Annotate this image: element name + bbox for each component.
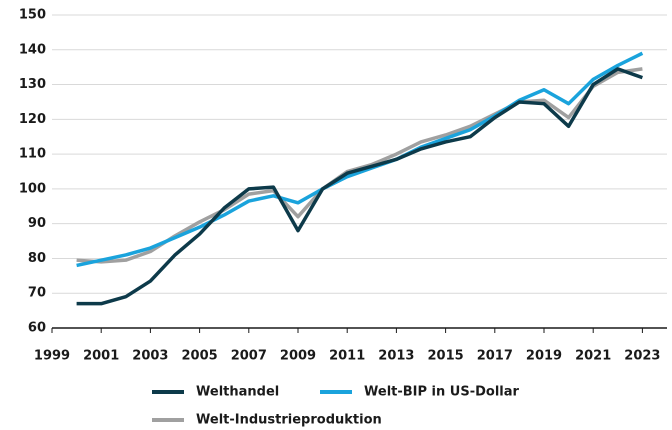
x-tick-label: 2017 [477,349,513,364]
x-tick-label: 2019 [526,349,562,364]
x-tick-label: 2005 [182,349,218,364]
y-tick-label: 60 [28,321,46,336]
y-tick-label: 120 [19,112,46,127]
legend-label: Welt-BIP in US-Dollar [364,385,520,400]
x-tick-label: 2001 [83,349,119,364]
legend-label: Welt-Industrieproduktion [196,413,382,428]
x-tick-label: 2023 [624,349,660,364]
y-tick-label: 80 [28,251,46,266]
x-tick-label: 2011 [329,349,365,364]
x-tick-label: 2003 [132,349,168,364]
x-tick-label: 2013 [378,349,414,364]
y-tick-label: 110 [19,147,46,162]
y-tick-label: 140 [19,42,46,57]
y-tick-label: 90 [28,216,46,231]
series-line [76,51,644,268]
x-tick-label: 2009 [280,349,316,364]
y-tick-label: 70 [28,286,46,301]
x-tick-label: 2021 [575,349,611,364]
x-tick-label: 2007 [231,349,267,364]
x-tick-label: 2015 [428,349,464,364]
legend-label: Welthandel [196,385,279,400]
y-tick-label: 100 [19,181,46,196]
series-line [76,67,643,306]
x-tick-label: 1999 [34,349,70,364]
y-tick-label: 150 [19,8,46,23]
y-tick-label: 130 [19,77,46,92]
